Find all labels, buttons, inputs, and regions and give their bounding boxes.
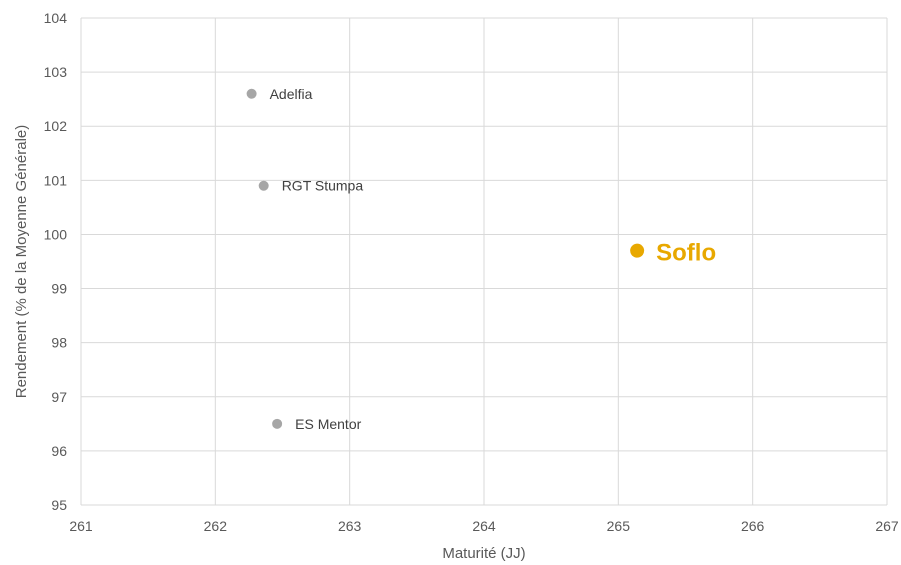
point-marker-rgt-stumpa — [258, 180, 269, 191]
x-tick-label: 265 — [607, 518, 631, 534]
y-tick-label: 98 — [51, 335, 67, 351]
y-tick-label: 100 — [44, 226, 68, 242]
x-tick-label: 267 — [875, 518, 899, 534]
point-marker-adelfia — [246, 88, 257, 99]
y-axis-title: Rendement (% de la Moyenne Générale) — [13, 125, 30, 399]
point-marker-soflo — [630, 243, 645, 258]
data-points: Adelfia RGT Stumpa ES Mentor Soflo — [246, 86, 716, 432]
y-tick-label: 103 — [44, 64, 68, 80]
y-tick-label: 99 — [51, 281, 67, 297]
x-tick-label: 261 — [69, 518, 93, 534]
x-tick-label: 264 — [472, 518, 496, 534]
y-tick-label: 102 — [44, 118, 68, 134]
point-label-es-mentor: ES Mentor — [295, 416, 361, 432]
x-axis-ticks: 261 262 263 264 265 266 267 — [69, 518, 899, 534]
x-tick-label: 262 — [204, 518, 228, 534]
y-tick-label: 101 — [44, 172, 68, 188]
y-tick-label: 95 — [51, 497, 67, 513]
y-tick-label: 96 — [51, 443, 67, 459]
point-label-soflo: Soflo — [656, 240, 716, 267]
x-axis-title: Maturité (JJ) — [442, 545, 525, 562]
point-label-rgt-stumpa: RGT Stumpa — [282, 178, 364, 194]
y-tick-label: 97 — [51, 389, 67, 405]
y-axis-ticks: 95 96 97 98 99 100 101 102 103 104 — [44, 10, 68, 513]
grid-lines — [80, 17, 888, 506]
point-marker-es-mentor — [272, 418, 283, 429]
point-label-adelfia: Adelfia — [270, 86, 313, 102]
x-tick-label: 266 — [741, 518, 765, 534]
x-tick-label: 263 — [338, 518, 362, 534]
y-tick-label: 104 — [44, 10, 68, 26]
